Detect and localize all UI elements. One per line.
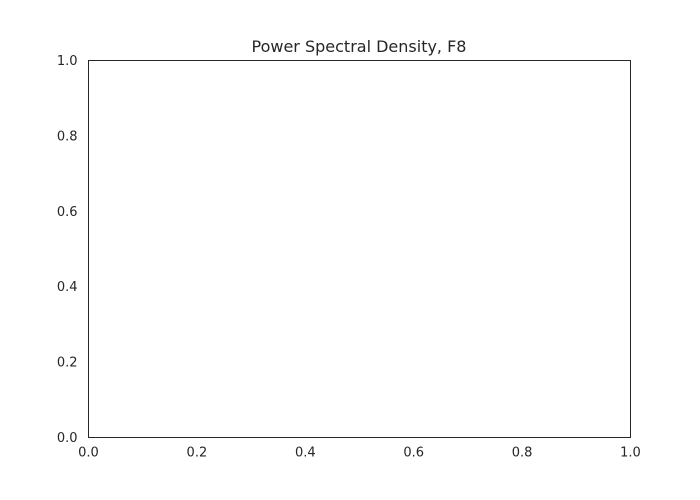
x-tick-label: 0.6	[403, 446, 424, 461]
y-tick-label: 0.4	[57, 280, 78, 295]
y-tick-label: 0.0	[57, 431, 78, 446]
y-tick-label: 0.6	[57, 205, 78, 220]
y-tick-label: 0.2	[57, 356, 78, 371]
chart-title: Power Spectral Density, F8	[252, 37, 467, 56]
y-axis: 0.0 0.2 0.4 0.6 0.8 1.0	[57, 54, 78, 446]
x-tick-label: 1.0	[620, 446, 641, 461]
x-tick-label: 0.0	[78, 446, 99, 461]
y-tick-label: 1.0	[57, 54, 78, 69]
x-tick-label: 0.4	[295, 446, 316, 461]
x-tick-label: 0.2	[187, 446, 208, 461]
plot-area-frame	[88, 60, 631, 438]
x-axis: 0.0 0.2 0.4 0.6 0.8 1.0	[78, 446, 641, 461]
y-tick-label: 0.8	[57, 129, 78, 144]
x-tick-label: 0.8	[512, 446, 533, 461]
